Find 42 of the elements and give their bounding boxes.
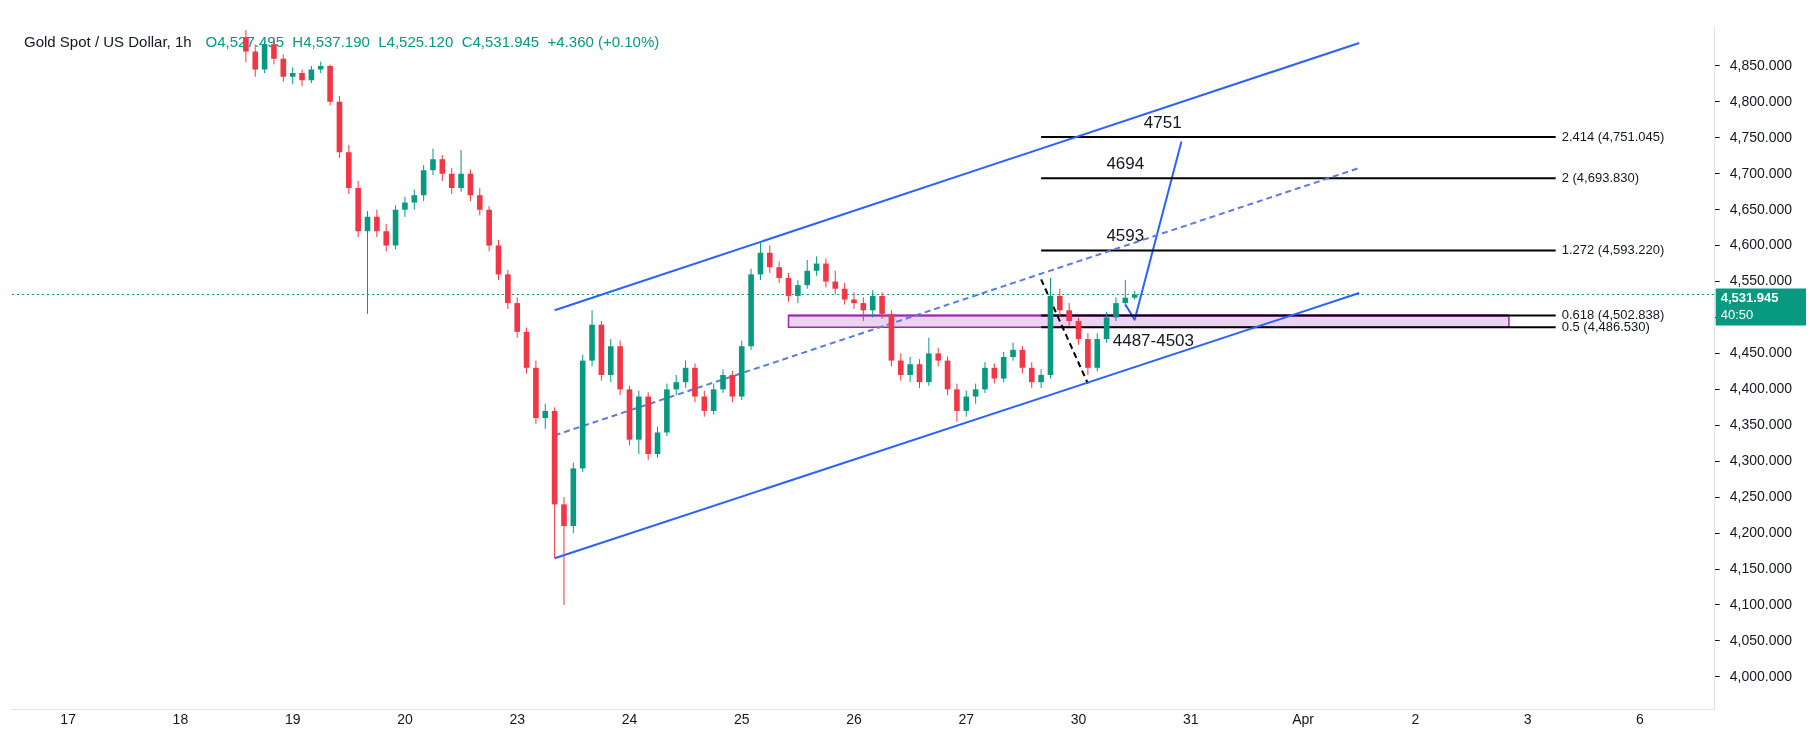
x-tick-label: 19 (284, 711, 301, 728)
y-tick-label: 4,300.000 (1729, 452, 1793, 469)
data-label: 4593 (1106, 226, 1145, 246)
y-tick-label: 4,050.000 (1729, 631, 1793, 648)
x-tick-label: 6 (1635, 711, 1644, 728)
y-tick-label: 4,450.000 (1729, 344, 1793, 361)
y-tick-label: 4,400.000 (1729, 380, 1793, 397)
x-tick-label: 3 (1523, 711, 1532, 728)
x-tick-label: 17 (60, 711, 77, 728)
y-tick-label: 4,150.000 (1729, 559, 1793, 576)
data-label: 4751 (1143, 112, 1182, 132)
x-tick-label: 24 (621, 711, 638, 728)
x-tick-label: 26 (846, 711, 862, 728)
y-tick-label: 4,800.000 (1729, 92, 1793, 109)
y-tick-label: 4,650.000 (1729, 200, 1793, 217)
series-label: 1.272 (4,593.220) (1561, 242, 1665, 258)
x-tick-label: 23 (509, 711, 526, 728)
x-tick-label: 31 (1183, 711, 1199, 728)
ref-line-label: 4,531.945 (1720, 290, 1779, 306)
x-tick-label: 20 (397, 711, 413, 728)
series-label: 2.414 (4,751.045) (1561, 128, 1665, 144)
data-label: 4487-4503 (1112, 330, 1195, 350)
y-tick-label: 4,250.000 (1729, 488, 1793, 505)
y-tick-label: 4,850.000 (1729, 56, 1793, 73)
data-label: 4694 (1106, 153, 1145, 173)
x-tick-label: Apr (1292, 711, 1315, 728)
x-tick-label: 30 (1070, 711, 1087, 728)
y-tick-label: 4,350.000 (1729, 416, 1793, 433)
text: 40:50 (1720, 307, 1754, 323)
chart-title: Gold Spot / US Dollar, 1h (24, 32, 192, 50)
x-tick-label: 25 (733, 711, 750, 728)
y-tick-label: 4,700.000 (1729, 164, 1793, 181)
y-tick-label: 4,600.000 (1729, 236, 1793, 253)
y-tick-label: 4,000.000 (1729, 667, 1793, 684)
x-tick-label: 18 (172, 711, 189, 728)
x-tick-label: 2 (1411, 711, 1420, 728)
y-tick-label: 4,550.000 (1729, 272, 1793, 289)
y-tick-label: 4,100.000 (1729, 595, 1793, 612)
y-tick-label: 4,750.000 (1729, 128, 1793, 145)
y-tick-label: 4,200.000 (1729, 523, 1793, 540)
x-tick-label: 27 (958, 711, 975, 728)
series-label: 2 (4,693.830) (1561, 169, 1640, 185)
